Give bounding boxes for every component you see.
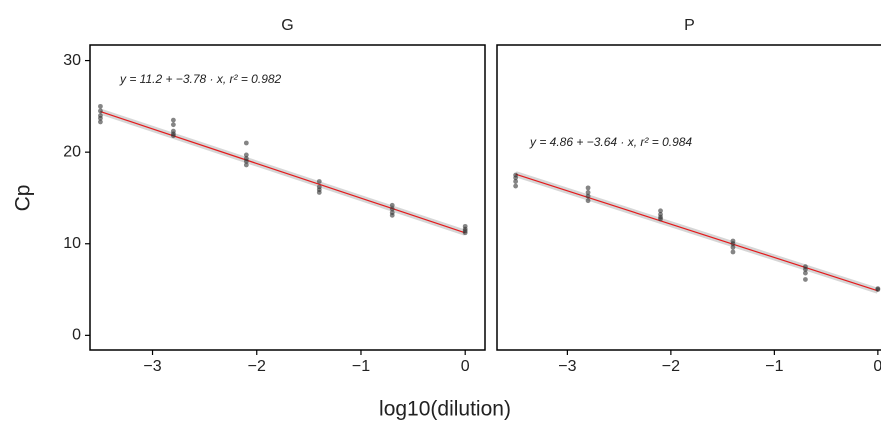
point xyxy=(585,190,591,195)
point xyxy=(389,206,395,212)
point xyxy=(243,158,249,164)
y-axis-label: Cp xyxy=(12,185,35,212)
x-axis-label: log10(dilution) xyxy=(379,398,511,421)
y-tick-label: 20 xyxy=(63,143,81,160)
point xyxy=(170,133,176,139)
x-tick-label: −1 xyxy=(352,358,370,375)
point xyxy=(658,216,663,222)
fit-line xyxy=(515,173,879,292)
point xyxy=(875,287,881,292)
point xyxy=(389,202,395,208)
x-tick-label: −3 xyxy=(143,358,161,375)
strip-title: P xyxy=(684,17,695,34)
point xyxy=(513,179,519,184)
point xyxy=(243,140,249,146)
point xyxy=(243,162,249,168)
fit-equation: y = 4.86 + −3.64 · x, r² = 0.984 xyxy=(529,135,692,149)
x-tick-label: −1 xyxy=(765,358,783,375)
point xyxy=(513,183,519,189)
point xyxy=(513,175,519,181)
point xyxy=(389,212,395,218)
y-tick-label: 10 xyxy=(63,235,81,252)
point xyxy=(585,193,591,199)
panel-border xyxy=(89,44,486,351)
point xyxy=(658,208,663,214)
point xyxy=(803,266,808,272)
panel-border xyxy=(496,44,881,351)
point xyxy=(462,230,468,236)
point xyxy=(803,277,808,282)
point xyxy=(730,245,736,250)
y-tick-label: 0 xyxy=(72,327,81,344)
x-tick-label: −2 xyxy=(248,358,266,375)
point xyxy=(730,241,736,247)
point xyxy=(243,152,249,158)
point xyxy=(98,115,103,121)
point xyxy=(316,190,322,195)
strip-title: G xyxy=(281,17,293,34)
point xyxy=(730,249,736,255)
point xyxy=(585,185,591,191)
fit-equation: y = 11.2 + −3.78 · x, r² = 0.982 xyxy=(119,72,282,86)
point xyxy=(170,117,176,123)
point xyxy=(170,122,176,128)
x-tick-label: 0 xyxy=(461,358,470,375)
point xyxy=(585,198,591,204)
x-tick-label: −3 xyxy=(558,358,576,375)
y-tick-label: 30 xyxy=(63,52,81,69)
point xyxy=(316,179,322,184)
point xyxy=(98,103,103,109)
point xyxy=(98,119,103,125)
point xyxy=(98,108,103,114)
fit-line xyxy=(100,111,466,234)
x-tick-label: 0 xyxy=(873,358,881,375)
point xyxy=(803,270,808,276)
x-tick-label: −2 xyxy=(662,358,680,375)
